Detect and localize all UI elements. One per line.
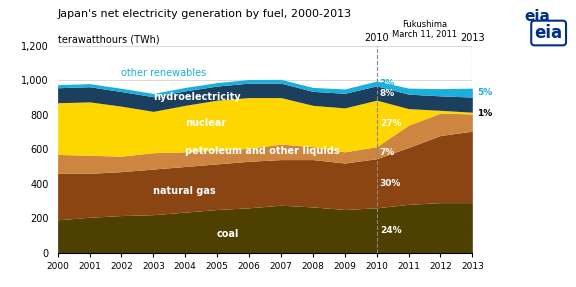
Text: 5%: 5% xyxy=(477,88,492,97)
Text: 24%: 24% xyxy=(380,226,401,235)
Text: 43%: 43% xyxy=(477,162,499,171)
Text: 7%: 7% xyxy=(380,148,395,157)
Text: Japan's net electricity generation by fuel, 2000-2013: Japan's net electricity generation by fu… xyxy=(58,9,352,19)
Text: 30%: 30% xyxy=(477,223,498,232)
Text: eia: eia xyxy=(535,24,563,42)
Text: terawatthours (TWh): terawatthours (TWh) xyxy=(58,34,159,44)
Text: 3%: 3% xyxy=(380,79,395,88)
Text: hydroelectricity: hydroelectricity xyxy=(153,92,241,102)
Text: nuclear: nuclear xyxy=(185,118,226,127)
Text: eia: eia xyxy=(524,9,550,24)
Text: coal: coal xyxy=(217,230,240,239)
Text: 8%: 8% xyxy=(380,88,395,98)
Text: 30%: 30% xyxy=(380,179,401,188)
Text: 8%: 8% xyxy=(477,100,492,109)
Text: 27%: 27% xyxy=(380,119,401,128)
Text: 2013: 2013 xyxy=(460,33,484,43)
Text: other renewables: other renewables xyxy=(122,68,207,78)
Text: natural gas: natural gas xyxy=(153,187,216,196)
Text: 14%: 14% xyxy=(477,118,499,127)
Text: petroleum and other liquids: petroleum and other liquids xyxy=(185,146,340,156)
Text: Fukushima
March 11, 2011: Fukushima March 11, 2011 xyxy=(392,20,457,39)
Text: 2010: 2010 xyxy=(364,33,389,43)
Text: 1%: 1% xyxy=(477,108,492,118)
